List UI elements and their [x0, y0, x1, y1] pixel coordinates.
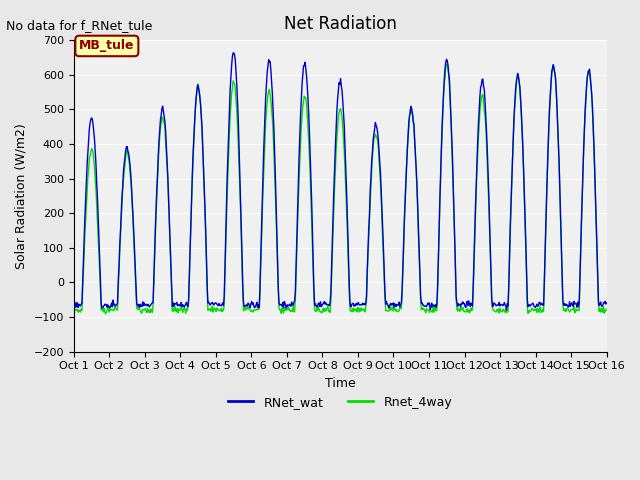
- Y-axis label: Solar Radiation (W/m2): Solar Radiation (W/m2): [15, 123, 28, 269]
- Title: Net Radiation: Net Radiation: [284, 15, 397, 33]
- Text: No data for f_RNet_tule: No data for f_RNet_tule: [6, 19, 153, 32]
- Text: MB_tule: MB_tule: [79, 39, 134, 52]
- X-axis label: Time: Time: [325, 377, 356, 390]
- Legend: RNet_wat, Rnet_4way: RNet_wat, Rnet_4way: [223, 391, 457, 414]
